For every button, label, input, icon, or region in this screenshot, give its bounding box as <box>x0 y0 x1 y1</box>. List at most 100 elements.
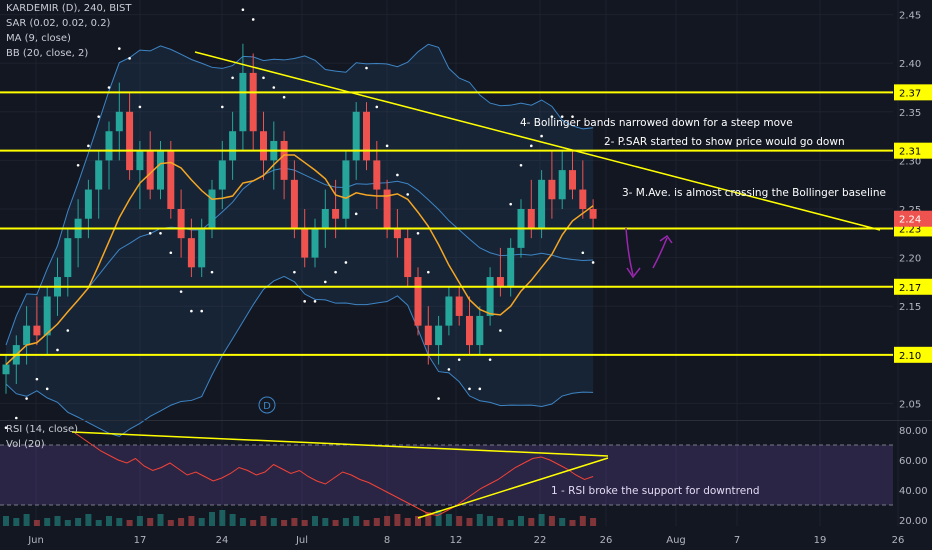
candle-body <box>363 111 370 161</box>
candle-body <box>558 170 566 200</box>
volume-bar <box>198 518 205 526</box>
last-price-tag <box>894 210 932 227</box>
sar-dot <box>509 202 512 206</box>
sar-dot <box>14 416 18 420</box>
volume-bar <box>54 516 61 526</box>
sar-dot <box>272 86 276 89</box>
sar-dot <box>427 270 430 274</box>
symbol-legend: KARDEMIR (D), 240, BIST <box>6 3 132 14</box>
sar-dot <box>437 397 440 400</box>
sar-dot <box>118 47 121 50</box>
volume-bar <box>507 520 514 526</box>
volume-bar <box>353 516 360 526</box>
sar-dot <box>200 309 203 313</box>
candle-body <box>538 179 546 229</box>
candle-body <box>455 296 463 316</box>
sar-dot <box>550 115 554 118</box>
sar-dot <box>210 270 214 274</box>
rsi-legend: RSI (14, close) <box>6 424 79 435</box>
price-tick-label: 2.05 <box>899 399 921 410</box>
sar-dot <box>334 270 337 274</box>
rsi-band <box>0 445 893 505</box>
descending-trendline <box>194 51 881 231</box>
time-tick-label: 19 <box>814 535 827 546</box>
volume-bar <box>44 518 51 526</box>
candle-body <box>136 150 144 171</box>
candle-body <box>208 189 216 229</box>
candle-body <box>2 364 10 375</box>
sar-dot <box>282 95 286 99</box>
time-tick-label: 26 <box>600 535 613 546</box>
sar-dot <box>190 309 193 313</box>
volume-bar <box>116 518 123 526</box>
candle-body <box>435 325 443 346</box>
sar-dot <box>128 57 131 60</box>
sar-dot <box>375 105 379 109</box>
sar-dot <box>66 329 70 332</box>
volume-bar <box>270 518 277 526</box>
volume-bar <box>95 520 102 526</box>
candle-body <box>260 131 267 161</box>
volume-bar <box>548 516 555 526</box>
sar-dot <box>581 251 585 255</box>
volume-bar <box>528 518 535 526</box>
candle-body <box>187 238 195 268</box>
sar-dot <box>45 387 49 391</box>
candle-body <box>342 160 350 219</box>
volume-bar <box>497 518 504 526</box>
price-tick-label: 2.40 <box>899 59 921 70</box>
sar-dot <box>148 232 152 235</box>
sar-dot <box>499 329 502 332</box>
candle-body <box>393 228 401 239</box>
time-tick-label: 8 <box>384 535 390 546</box>
candle-body <box>218 160 226 190</box>
candle-body <box>239 72 247 132</box>
sar-dot <box>540 134 543 138</box>
volume-bar <box>373 518 380 526</box>
volume-bar <box>64 520 71 526</box>
time-tick-label: 22 <box>534 535 547 546</box>
sar-dot <box>591 261 595 264</box>
candle-body <box>33 325 41 336</box>
volume-bar <box>590 518 597 526</box>
sar-dot <box>107 86 111 89</box>
candle-body <box>157 150 164 190</box>
sar-dot <box>231 76 234 80</box>
sar-dot <box>303 300 307 303</box>
sar-dot <box>251 18 255 21</box>
rsi-tick-label: 80.00 <box>899 426 928 437</box>
sar-dot <box>324 280 327 284</box>
candle-body <box>476 315 484 346</box>
sar-dot <box>406 193 410 196</box>
volume-bar <box>579 516 586 526</box>
volume-bar <box>538 514 545 526</box>
level-price-label: 2.31 <box>899 147 921 158</box>
dividend-marker-label: D <box>263 401 271 412</box>
sar-dot <box>447 368 451 371</box>
candle-body <box>146 150 154 190</box>
rsi-tick-label: 60.00 <box>899 456 928 467</box>
bollinger-band-fill <box>6 44 594 437</box>
level-price-tag <box>894 278 932 295</box>
volume-bar <box>178 518 185 526</box>
candle-body <box>445 296 453 326</box>
ma-legend: MA (9, close) <box>6 33 71 44</box>
volume-bar <box>487 516 494 526</box>
candle-body <box>105 131 113 161</box>
candle-body <box>177 209 185 239</box>
sar-dot <box>365 66 368 70</box>
sar-dot <box>560 115 564 118</box>
candle-body <box>290 179 298 229</box>
sar-dot <box>344 261 348 264</box>
candle-body <box>249 72 257 132</box>
sar-dot <box>488 358 492 361</box>
volume-bar <box>322 518 329 526</box>
panel-separator <box>0 420 932 421</box>
price-tick-label: 2.45 <box>899 11 921 22</box>
sar-dot <box>35 377 39 381</box>
candle-body <box>352 111 360 161</box>
sar-dot <box>457 358 461 361</box>
sar-dot <box>385 144 389 148</box>
candle-body <box>486 277 494 316</box>
